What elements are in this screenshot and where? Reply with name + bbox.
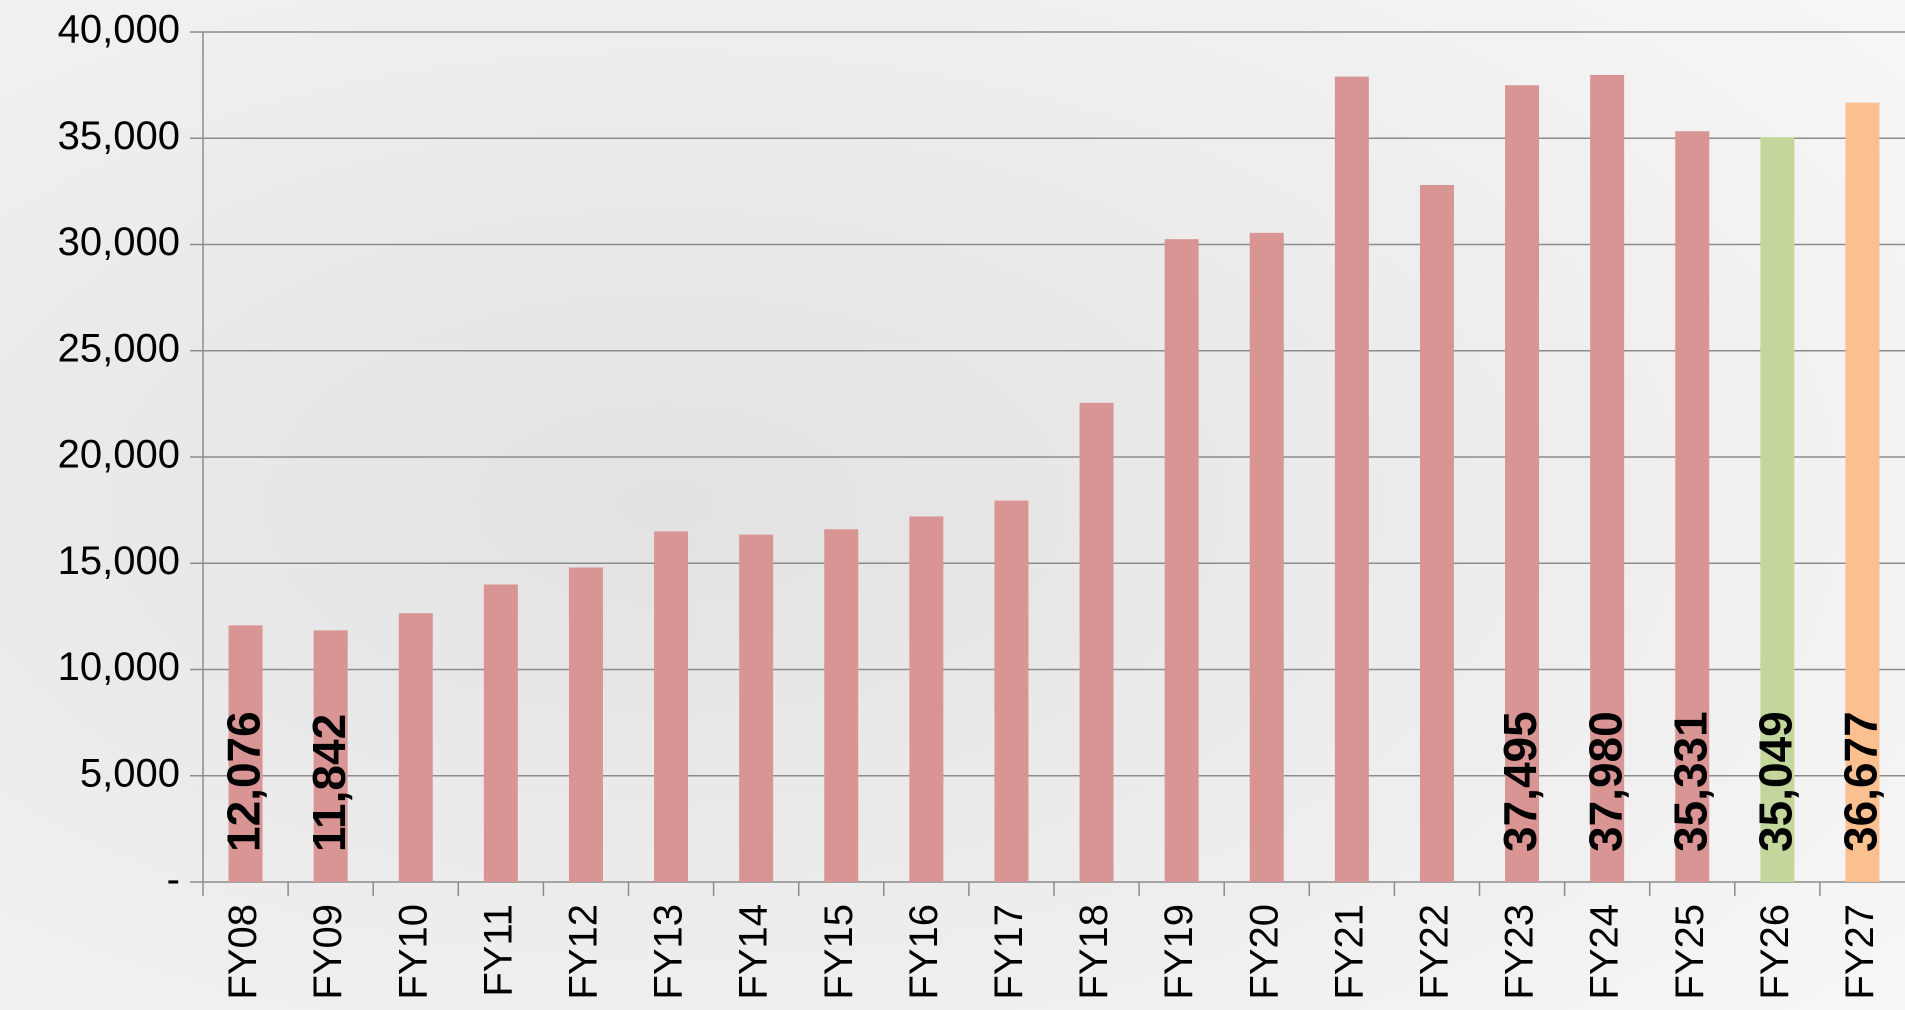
bar xyxy=(824,529,859,882)
bar xyxy=(1675,131,1710,882)
bar xyxy=(398,613,433,882)
bar xyxy=(1334,76,1369,882)
bar xyxy=(1845,102,1880,882)
bar xyxy=(1079,402,1114,882)
x-tick-label: FY21 xyxy=(1327,904,1371,1000)
bar xyxy=(994,500,1029,882)
x-tick-label: FY14 xyxy=(732,904,776,1000)
bar xyxy=(1590,74,1625,883)
x-tick-label: FY24 xyxy=(1583,904,1627,1000)
bar xyxy=(313,630,348,882)
bar xyxy=(1505,85,1540,882)
value-label: 35,331 xyxy=(1664,711,1716,852)
x-tick-label: FY15 xyxy=(817,904,861,1000)
bar xyxy=(654,531,689,882)
bar xyxy=(1760,137,1795,883)
x-tick-label: FY09 xyxy=(306,904,350,1000)
x-tick-label: FY19 xyxy=(1157,904,1201,1000)
value-label: 37,495 xyxy=(1494,711,1546,852)
x-tick-label: FY10 xyxy=(391,904,435,1000)
y-tick-label: 15,000 xyxy=(58,539,180,583)
x-tick-label: FY26 xyxy=(1753,904,1797,1000)
bar xyxy=(1419,185,1454,882)
bar xyxy=(568,567,603,882)
x-tick-label: FY23 xyxy=(1498,904,1542,1000)
x-tick-label: FY25 xyxy=(1668,904,1712,1000)
bar xyxy=(1249,232,1284,882)
y-tick-label: 30,000 xyxy=(58,220,180,264)
x-tick-label: FY16 xyxy=(902,904,946,1000)
x-tick-label: FY27 xyxy=(1838,904,1882,1000)
x-tick-label: FY22 xyxy=(1413,904,1457,1000)
x-tick-label: FY13 xyxy=(647,904,691,1000)
x-tick-label: FY17 xyxy=(987,904,1031,1000)
value-label: 11,842 xyxy=(303,714,355,852)
y-tick-label: 40,000 xyxy=(58,8,180,52)
y-tick-label: 20,000 xyxy=(58,433,180,477)
y-tick-label: 35,000 xyxy=(58,114,180,158)
bar xyxy=(909,516,944,882)
value-label: 36,677 xyxy=(1835,711,1887,852)
x-tick-label: FY08 xyxy=(221,904,265,1000)
x-tick-label: FY11 xyxy=(476,904,520,997)
y-tick-label: 10,000 xyxy=(58,645,180,689)
x-tick-label: FY18 xyxy=(1072,904,1116,1000)
y-tick-label: 5,000 xyxy=(80,751,180,795)
value-label: 12,076 xyxy=(218,711,270,852)
bar xyxy=(228,625,263,882)
value-label: 37,980 xyxy=(1579,711,1631,852)
value-label: 35,049 xyxy=(1750,711,1802,852)
bar xyxy=(739,534,774,882)
y-tick-label: 25,000 xyxy=(58,326,180,370)
bar xyxy=(1164,239,1199,882)
x-tick-label: FY20 xyxy=(1242,904,1286,1000)
bar xyxy=(483,584,518,882)
y-tick-label: - xyxy=(167,858,180,902)
x-tick-label: FY12 xyxy=(562,904,606,1000)
